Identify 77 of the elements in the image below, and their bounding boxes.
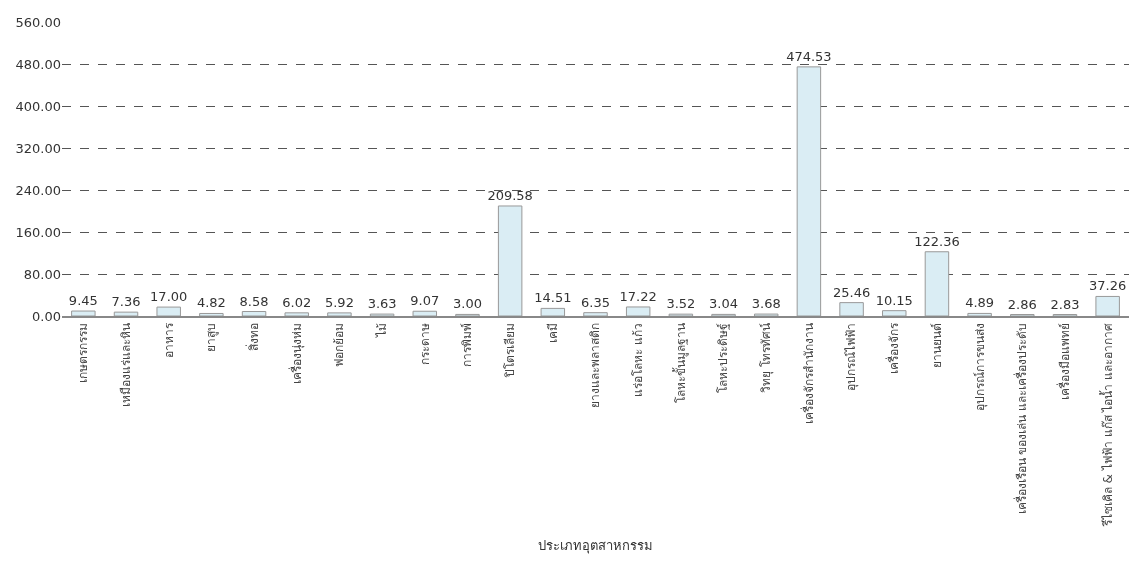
bar [497, 205, 523, 316]
data-label: 10.15 [875, 292, 913, 308]
bar [113, 311, 139, 316]
data-label: 25.46 [832, 284, 871, 300]
y-tick-label: 560.00 [15, 14, 61, 30]
data-label: 2.83 [1050, 296, 1080, 312]
x-tick-label: โลหะขั้นมูลฐาน [671, 322, 689, 403]
x-tick-label: ปิโตรเลียม [503, 322, 518, 378]
bar [924, 251, 950, 316]
y-tick-label: 160.00 [15, 224, 61, 240]
x-tick-label: เคมี [545, 322, 560, 343]
bar [241, 311, 267, 316]
bar [284, 312, 309, 316]
data-label: 8.58 [239, 293, 269, 309]
x-tick-label: อาหาร [161, 321, 176, 358]
data-label: 17.00 [150, 289, 188, 305]
data-label: 6.35 [581, 294, 610, 310]
bar [1095, 295, 1120, 316]
x-tick-label: อุปกรณ์ไฟฟ้า [844, 322, 860, 391]
bar [412, 310, 438, 316]
x-tick-label: วิทยุ โทรทัศน์ [759, 322, 775, 393]
data-label: 5.92 [324, 294, 354, 310]
data-label: 6.02 [282, 294, 312, 310]
x-tick-label: ยานยนต์ [929, 322, 944, 368]
y-tick-label: 480.00 [15, 56, 61, 72]
data-label: 9.45 [68, 293, 98, 309]
x-tick-label: ยางและพลาสติก [588, 322, 603, 408]
data-label: 3.52 [666, 296, 696, 312]
data-label: 122.36 [914, 233, 960, 249]
x-tick-label: เครื่องนุ่งห่ม [287, 322, 305, 384]
data-label: 3.68 [751, 296, 781, 312]
bar [882, 310, 907, 316]
y-tick-label: 320.00 [15, 140, 61, 156]
bar [625, 306, 651, 316]
data-label: 9.07 [410, 293, 440, 309]
bar [967, 312, 992, 316]
data-label: 3.63 [367, 296, 397, 312]
x-tick-label: กระดาษ [417, 322, 432, 365]
x-tick-label: เครื่องเรือน ของเล่น และเครื่องประดับ [1013, 322, 1030, 515]
bar [156, 306, 181, 316]
x-tick-label: เครื่องมือแพทย์ [1055, 322, 1072, 400]
x-tick-label: รีไซเคิล & ไฟฟ้า แก๊ส ไอน้ำ และอากาศ [1098, 322, 1115, 528]
bar [71, 310, 96, 316]
data-label: 474.53 [786, 48, 832, 64]
data-label: 7.36 [111, 294, 141, 310]
data-label: 209.58 [487, 187, 533, 203]
data-label: 14.51 [534, 290, 572, 306]
x-tick-label: แร่อโลหะ แก้ว [631, 322, 646, 397]
x-tick-label: ฟอกย้อม [332, 322, 347, 367]
x-axis-title: ประเภทอุตสาหกรรม [538, 538, 653, 555]
x-tick-label: เครื่องจักร [885, 321, 902, 374]
x-tick-label: ไม้ [375, 322, 389, 338]
bar [839, 302, 864, 316]
data-label: 2.86 [1007, 296, 1037, 312]
bar [540, 307, 566, 316]
bar [327, 312, 352, 316]
x-tick-label: อุปกรณ์การขนส่ง [972, 322, 988, 411]
y-tick-label: 240.00 [15, 182, 61, 198]
x-tick-label: โลหะประดิษฐ์ [716, 322, 731, 393]
bar [583, 312, 608, 316]
bar [199, 312, 224, 316]
data-label: 3.04 [709, 296, 739, 312]
y-tick-label: 400.00 [15, 98, 61, 114]
data-label: 3.00 [452, 296, 482, 312]
x-tick-label: เหมืองแร่และหิน [118, 322, 133, 407]
x-tick-label: สิ่งทอ [244, 322, 261, 351]
data-label: 4.89 [965, 295, 995, 311]
x-tick-label: เครื่องจักรสำนักงาน [799, 322, 816, 424]
x-tick-label: การพิมพ์ [460, 322, 475, 367]
y-tick-label: 0.00 [32, 308, 61, 324]
data-label: 4.82 [196, 295, 226, 311]
bar [796, 66, 822, 316]
x-tick-label: เกษตรกรรม [76, 322, 91, 383]
data-label: 17.22 [619, 288, 657, 304]
y-tick-label: 80.00 [23, 266, 61, 282]
data-label: 37.26 [1089, 278, 1127, 294]
x-tick-label: ยาสูบ [204, 322, 220, 352]
